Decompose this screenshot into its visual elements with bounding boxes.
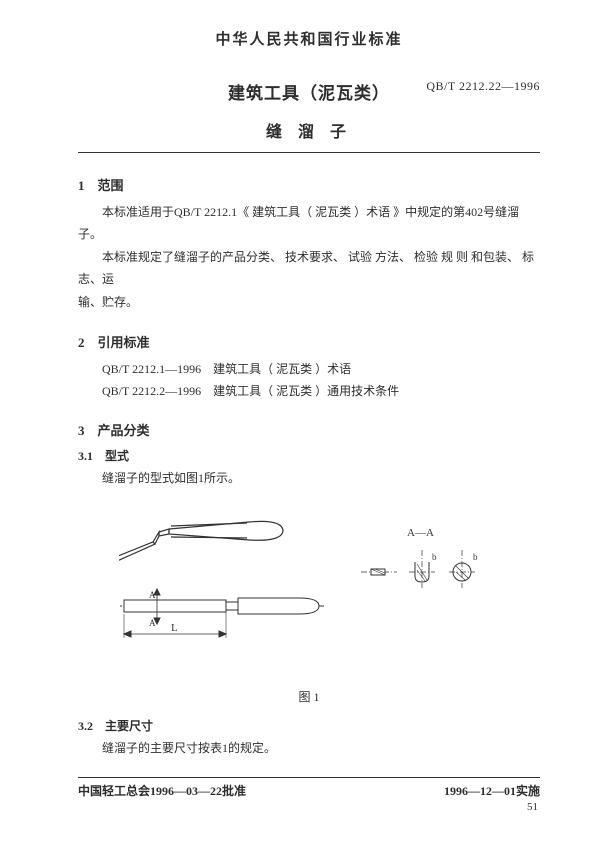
figure-1-caption: 图 1 bbox=[78, 688, 540, 705]
section-3-1-body: 缝溜子的型式如图1所示。 bbox=[78, 468, 540, 490]
section-1-para-2: 本标准规定了缝溜子的产品分类、 技术要求、 试验 方法、 检验 规 则 和包装、… bbox=[78, 247, 540, 290]
divider-top bbox=[78, 152, 540, 153]
svg-text:A: A bbox=[149, 590, 156, 600]
figure-1-svg: A A L A—A bbox=[119, 514, 499, 674]
doc-code: QB/T 2212.22—1996 bbox=[426, 79, 540, 94]
section-label: A—A bbox=[407, 527, 434, 539]
section-1-para-1: 本标准适用于QB/T 2212.1《 建筑工具（ 泥瓦类 ）术语 》中规定的第4… bbox=[78, 202, 540, 245]
svg-text:b: b bbox=[473, 552, 478, 562]
svg-text:L: L bbox=[171, 622, 178, 634]
figure-1: A A L A—A bbox=[78, 514, 540, 674]
doc-subtitle: 缝 溜 子 bbox=[78, 118, 540, 142]
approval-date: 中国轻工总会1996—03—22批准 bbox=[78, 782, 246, 799]
section-1-head: 1 范围 bbox=[78, 175, 540, 194]
document-page: 中华人民共和国行业标准 建筑工具（泥瓦类） QB/T 2212.22—1996 … bbox=[0, 0, 600, 849]
page-number: 51 bbox=[78, 801, 540, 813]
section-2-head: 2 引用标准 bbox=[78, 332, 540, 351]
ref-2: QB/T 2212.2—1996 建筑工具（ 泥瓦类 ）通用技术条件 bbox=[102, 381, 540, 403]
section-3-2-head: 3.2 主要尺寸 bbox=[78, 717, 540, 734]
section-1-para-3: 输、贮存。 bbox=[78, 292, 540, 314]
ref-1: QB/T 2212.1—1996 建筑工具（ 泥瓦类 ）术语 bbox=[102, 359, 540, 381]
doc-title: 建筑工具（泥瓦类） bbox=[228, 79, 390, 104]
section-3-1-head: 3.1 型式 bbox=[78, 447, 540, 464]
section-3-head: 3 产品分类 bbox=[78, 420, 540, 439]
org-header: 中华人民共和国行业标准 bbox=[78, 28, 540, 49]
effective-date: 1996—12—01实施 bbox=[444, 782, 540, 799]
footer-row: 中国轻工总会1996—03—22批准 1996—12—01实施 bbox=[78, 782, 540, 799]
section-3-2-body: 缝溜子的主要尺寸按表1的规定。 bbox=[78, 738, 540, 760]
svg-text:b: b bbox=[432, 552, 437, 562]
title-row: 建筑工具（泥瓦类） QB/T 2212.22—1996 bbox=[78, 79, 540, 104]
divider-bottom bbox=[78, 777, 540, 778]
svg-text:A: A bbox=[149, 618, 156, 628]
